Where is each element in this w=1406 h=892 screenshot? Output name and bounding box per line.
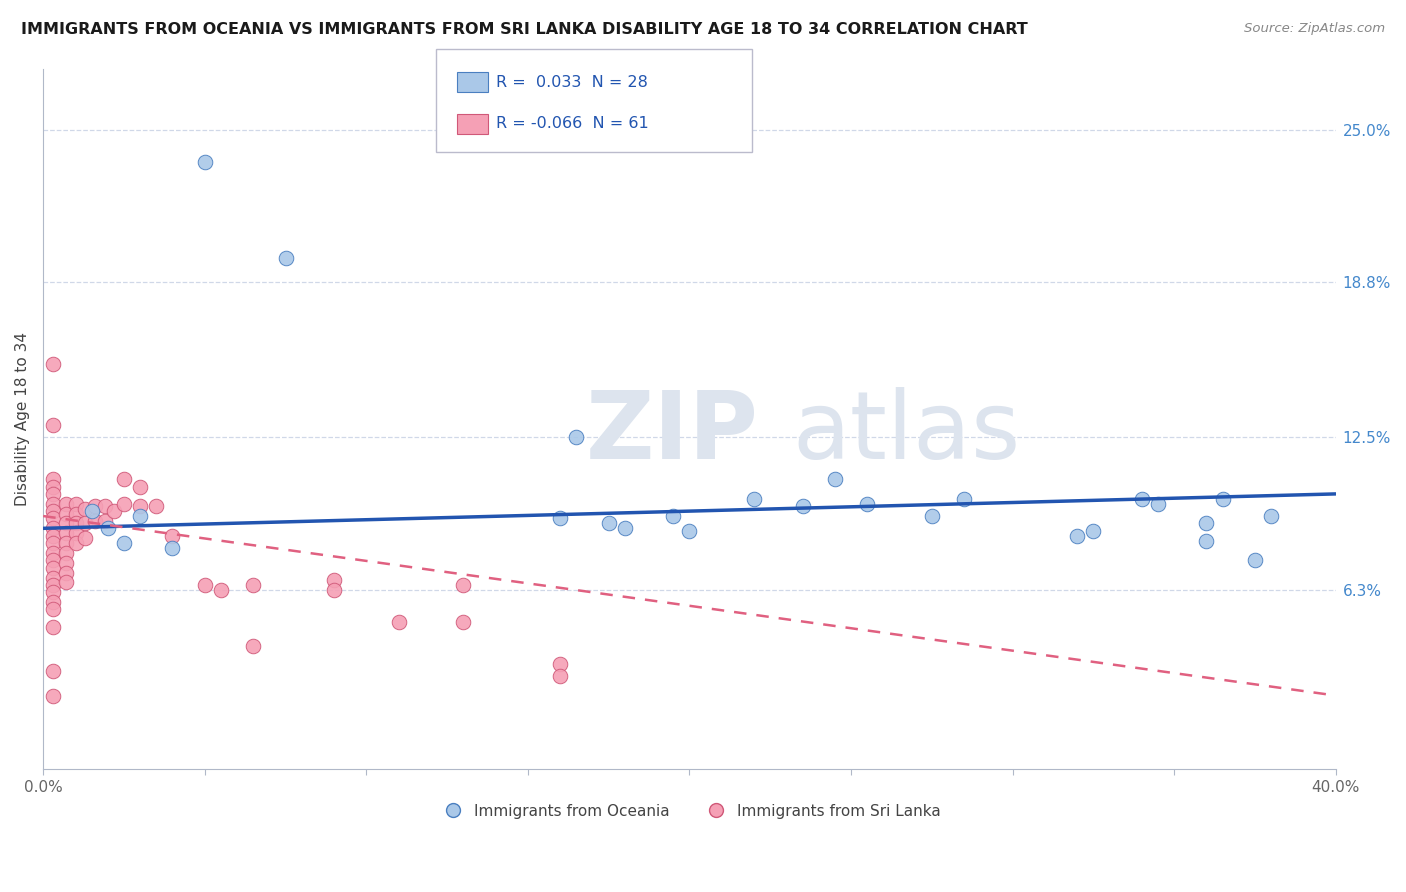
Point [42,357,65,371]
Text: atlas: atlas [793,387,1021,479]
Point [565,430,588,444]
Point [1195,533,1218,548]
Point [548,657,571,671]
Point [1147,497,1170,511]
Text: Source: ZipAtlas.com: Source: ZipAtlas.com [1244,22,1385,36]
Point [388,615,411,629]
Point [129,509,152,524]
Point [55,526,77,541]
Point [42,664,65,678]
Text: R =  0.033  N = 28: R = 0.033 N = 28 [496,75,648,89]
Point [1244,553,1267,567]
Point [65,536,87,550]
Point [42,472,65,486]
Point [42,497,65,511]
Point [55,507,77,521]
Point [80,504,103,518]
Point [194,578,217,592]
Point [112,536,135,550]
Point [112,497,135,511]
Point [274,251,297,265]
Text: IMMIGRANTS FROM OCEANIA VS IMMIGRANTS FROM SRI LANKA DISABILITY AGE 18 TO 34 COR: IMMIGRANTS FROM OCEANIA VS IMMIGRANTS FR… [21,22,1028,37]
Point [613,521,636,535]
Point [678,524,700,538]
Point [65,507,87,521]
Point [55,556,77,570]
Point [42,560,65,574]
Point [75,531,97,545]
Point [55,566,77,580]
Point [1195,516,1218,531]
Point [548,669,571,683]
Point [112,472,135,486]
Y-axis label: Disability Age 18 to 34: Disability Age 18 to 34 [15,332,30,506]
Point [42,585,65,599]
Point [209,582,232,597]
Point [83,499,105,513]
Point [93,514,115,528]
Point [792,499,814,513]
Point [194,155,217,169]
Point [1260,509,1282,524]
Point [548,511,571,525]
Point [323,582,346,597]
Point [65,516,87,531]
Point [598,516,620,531]
Point [921,509,943,524]
Point [742,491,765,506]
Point [42,689,65,703]
Point [103,504,125,518]
Point [42,553,65,567]
Point [42,620,65,634]
Point [323,573,346,587]
Point [75,501,97,516]
Point [42,546,65,560]
Point [242,640,264,654]
Point [1130,491,1153,506]
Point [42,511,65,525]
Point [97,521,120,535]
Point [42,487,65,501]
Point [242,578,264,592]
Point [42,602,65,616]
Point [42,521,65,535]
Point [129,479,152,493]
Point [42,418,65,433]
Point [42,536,65,550]
Point [856,497,879,511]
Point [65,497,87,511]
Point [75,516,97,531]
Point [55,575,77,590]
Point [1212,491,1234,506]
Point [93,499,115,513]
Point [1083,524,1105,538]
Point [129,499,152,513]
Point [145,499,167,513]
Point [55,536,77,550]
Point [162,541,184,555]
Text: ZIP: ZIP [586,387,759,479]
Point [42,479,65,493]
Point [451,578,474,592]
Point [65,526,87,541]
Point [162,529,184,543]
Point [83,514,105,528]
Point [55,546,77,560]
Point [42,504,65,518]
Point [55,497,77,511]
Point [1066,529,1088,543]
Legend: Immigrants from Oceania, Immigrants from Sri Lanka: Immigrants from Oceania, Immigrants from… [432,797,948,825]
Point [953,491,976,506]
Point [42,570,65,584]
Point [42,578,65,592]
Point [662,509,685,524]
Text: R = -0.066  N = 61: R = -0.066 N = 61 [496,117,650,131]
Point [824,472,846,486]
Point [42,529,65,543]
Point [451,615,474,629]
Point [42,595,65,609]
Point [55,516,77,531]
